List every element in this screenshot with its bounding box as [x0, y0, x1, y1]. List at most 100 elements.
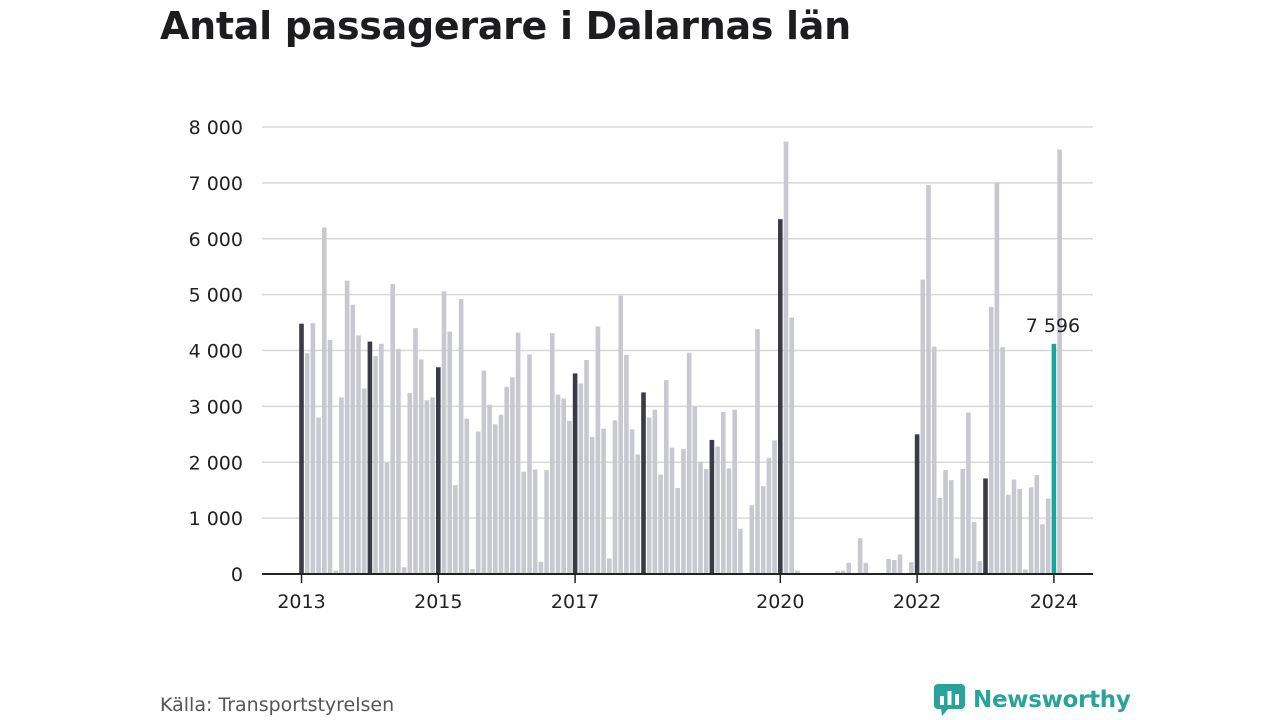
bar [521, 471, 527, 574]
bar [926, 185, 931, 575]
bar [618, 295, 623, 574]
bar [698, 462, 703, 574]
bar [339, 397, 344, 574]
bar [1040, 524, 1045, 574]
bar [692, 406, 698, 574]
bar [361, 388, 367, 574]
bar [857, 538, 863, 574]
bar [344, 280, 350, 574]
bar [390, 284, 395, 574]
y-tick-label: 5 000 [189, 285, 243, 307]
bar [635, 454, 641, 574]
bar [755, 329, 760, 574]
source-note: Källa: Transportstyrelsen [160, 694, 395, 716]
bar [475, 431, 481, 574]
bar [897, 554, 903, 574]
bar [983, 478, 988, 574]
bar [760, 486, 766, 574]
bar [356, 335, 361, 574]
bar [561, 398, 566, 574]
y-tick-label: 8 000 [189, 117, 243, 139]
bar [766, 457, 772, 574]
bar [567, 420, 572, 574]
bar [350, 304, 356, 574]
newsworthy-logo-icon [934, 684, 965, 716]
bar [441, 291, 447, 574]
bar [1000, 347, 1005, 574]
bar [641, 392, 646, 574]
bar [738, 528, 743, 574]
bar [333, 570, 338, 574]
y-tick-label: 2 000 [189, 452, 243, 474]
bar [589, 437, 595, 574]
bar [493, 424, 498, 574]
bar [943, 470, 948, 574]
bar [1023, 569, 1028, 574]
bars [299, 141, 1062, 575]
bar [430, 397, 435, 574]
bar [447, 331, 452, 574]
bar [789, 317, 794, 574]
bar [920, 279, 926, 574]
bar [909, 562, 914, 574]
bar [914, 434, 920, 574]
bar [1011, 479, 1017, 574]
bar [931, 346, 937, 574]
bar [892, 560, 897, 574]
bar [703, 468, 709, 574]
bar [994, 182, 1000, 574]
axes: 0 1 000 2 000 3 000 4 000 5 000 6 000 7 000 8 00… [189, 117, 1093, 613]
bar [709, 439, 715, 574]
bar [612, 420, 618, 574]
bar [846, 562, 851, 574]
bar [436, 367, 441, 574]
y-tick-label: 1 000 [189, 508, 243, 530]
bar [595, 326, 601, 574]
bar [658, 474, 663, 574]
bar [954, 558, 960, 574]
bar [327, 339, 333, 574]
bar [835, 571, 840, 574]
bar [732, 409, 737, 574]
bar [464, 418, 470, 574]
y-tick-label: 6 000 [189, 229, 243, 251]
bar [863, 562, 869, 574]
bar [396, 348, 401, 574]
bar [299, 323, 304, 574]
bar [977, 561, 983, 574]
bar [721, 411, 726, 574]
bar [1028, 487, 1034, 574]
bar [310, 323, 316, 574]
bar [304, 353, 310, 574]
bar [726, 468, 732, 574]
y-tick-label: 4 000 [189, 341, 243, 363]
bar [669, 447, 675, 574]
bar [572, 373, 578, 574]
bar [453, 485, 458, 574]
chart-title: Antal passagerare i Dalarnas län [160, 4, 851, 48]
bar [988, 306, 994, 574]
x-tick-label: 2024 [1030, 591, 1078, 613]
bar [373, 356, 378, 574]
bar [795, 570, 800, 574]
bar [504, 386, 509, 574]
bar [367, 341, 373, 574]
bar [424, 400, 430, 574]
bar [538, 561, 544, 574]
bar [772, 440, 777, 574]
bar [527, 354, 532, 574]
bar [664, 380, 669, 574]
bar [778, 219, 783, 574]
bar [544, 470, 549, 574]
bar [937, 498, 943, 574]
highlight-value-label: 7 596 [1026, 315, 1080, 337]
bar [601, 428, 606, 574]
bar [510, 377, 515, 574]
bar [960, 468, 965, 574]
bar [555, 394, 561, 574]
bar [458, 299, 464, 574]
bar [413, 328, 418, 574]
x-tick-label: 2017 [551, 591, 599, 613]
bar [550, 333, 555, 574]
bar [1057, 149, 1062, 575]
